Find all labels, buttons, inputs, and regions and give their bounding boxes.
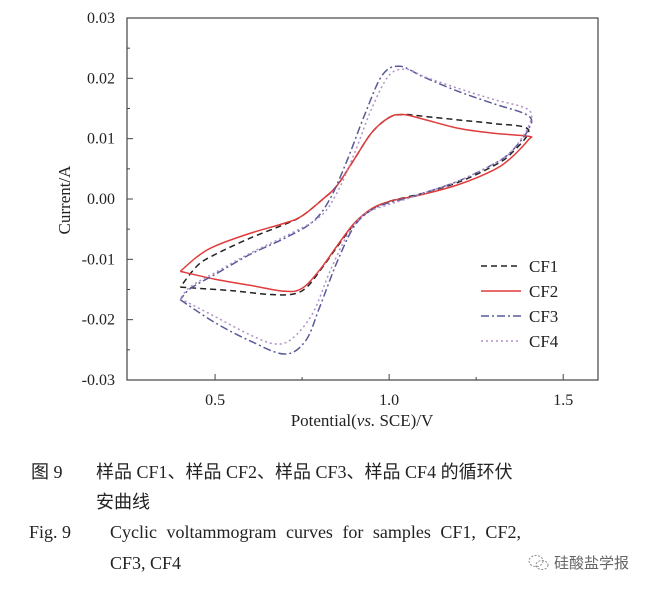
x-axis-label: Potential(vs. SCE)/V bbox=[291, 411, 434, 430]
series-line-cf1 bbox=[179, 113, 530, 296]
y-tick-label: 0.01 bbox=[87, 131, 115, 148]
x-tick-label: 0.5 bbox=[205, 392, 225, 409]
caption-en-line1: Cyclic voltammogram curves for samples C… bbox=[110, 522, 521, 542]
plot-frame bbox=[126, 17, 599, 381]
caption-en-line2: CF3, CF4 bbox=[110, 553, 182, 573]
y-axis-label: Current/A bbox=[55, 165, 74, 235]
legend-label: CF2 bbox=[529, 282, 558, 301]
watermark: 硅酸盐学报 bbox=[528, 552, 629, 573]
caption-cn-line1: 样品 CF1、样品 CF2、样品 CF3、样品 CF4 的循环伏 bbox=[96, 462, 513, 482]
wechat-icon bbox=[528, 554, 549, 570]
caption-en-label: Fig. 9 bbox=[29, 522, 72, 542]
legend-label: CF4 bbox=[529, 332, 559, 351]
series-line-cf3 bbox=[179, 65, 533, 355]
series-line-cf4 bbox=[179, 68, 533, 345]
y-tick-label: -0.01 bbox=[82, 251, 115, 268]
x-tick-label: 1.0 bbox=[379, 392, 399, 409]
y-tick-label: 0.00 bbox=[87, 191, 115, 208]
x-label-part: SCE)/V bbox=[375, 411, 434, 430]
series-line-cf2 bbox=[179, 113, 533, 293]
cv-chart: 0.03 0.02 0.01 0.00 -0.01 -0.02 -0.03 0.5 1.0 1.5… bbox=[55, 10, 599, 430]
y-tick-label: 0.03 bbox=[87, 10, 115, 27]
ticks: 0.03 0.02 0.01 0.00 -0.01 -0.02 -0.03 0.5 1.0 1.5 bbox=[82, 10, 574, 409]
x-tick-label: 1.5 bbox=[553, 392, 573, 409]
legend-label: CF1 bbox=[529, 257, 558, 276]
legend: CF1 CF2 CF3 CF4 bbox=[481, 257, 559, 351]
y-tick-label: -0.02 bbox=[82, 312, 115, 329]
caption-cn-line2: 安曲线 bbox=[96, 492, 150, 512]
curves bbox=[179, 65, 533, 355]
x-label-part: Potential( bbox=[291, 411, 357, 430]
watermark-text: 硅酸盐学报 bbox=[554, 554, 630, 572]
legend-label: CF3 bbox=[529, 307, 558, 326]
y-tick-label: 0.02 bbox=[87, 70, 115, 87]
x-label-italic: vs. bbox=[357, 411, 375, 430]
caption-cn-label: 图 9 bbox=[31, 462, 63, 482]
y-tick-label: -0.03 bbox=[82, 372, 115, 389]
